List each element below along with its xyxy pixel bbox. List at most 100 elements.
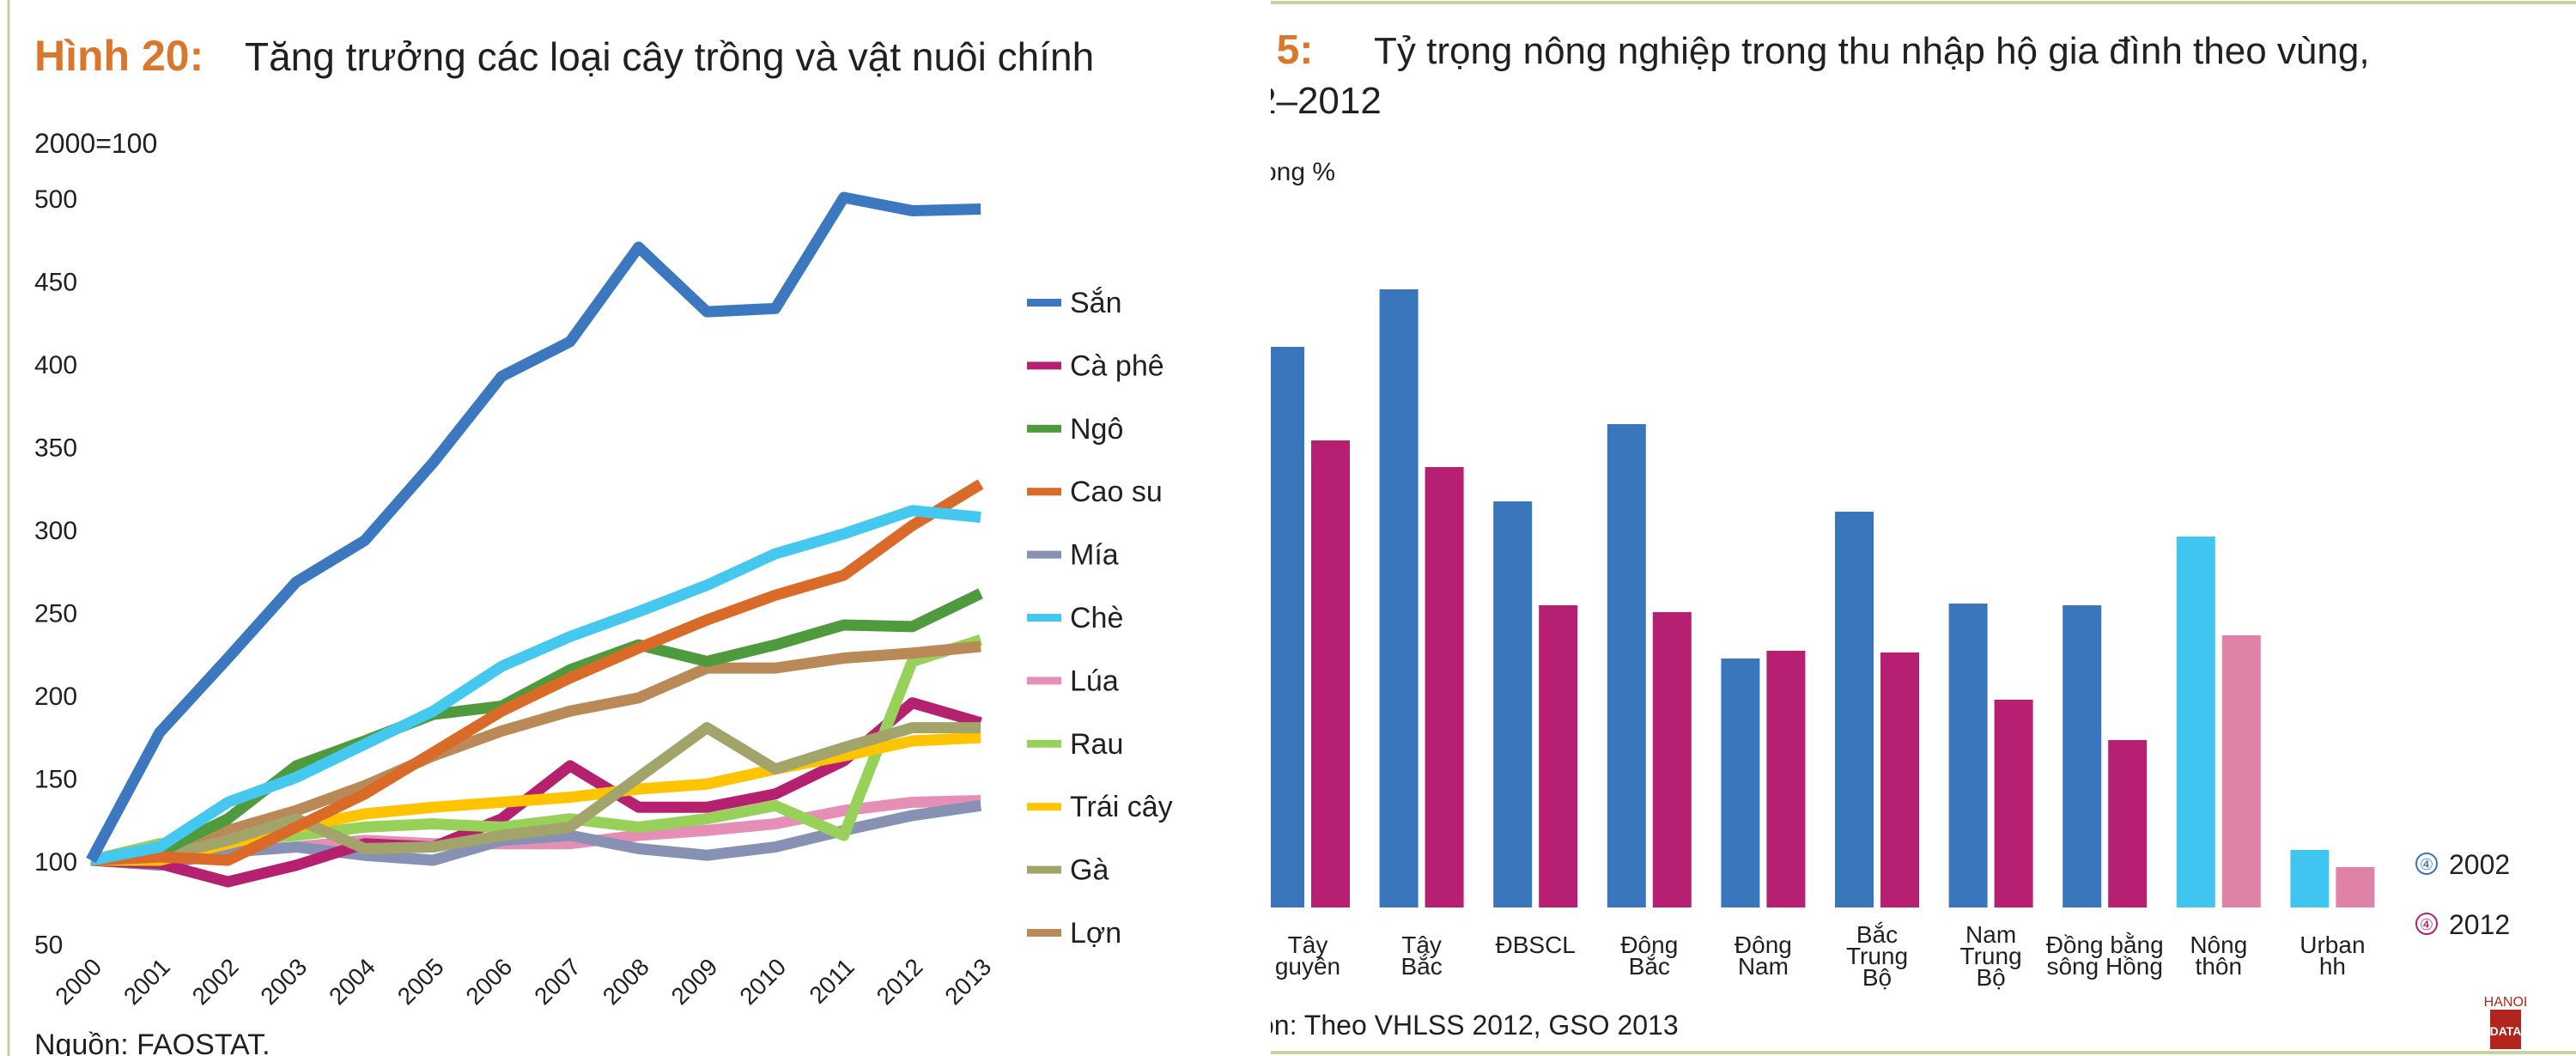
bar-2002-1 [1379,289,1419,907]
series-line-3 [90,479,984,866]
left-legend: Sắn Cà phê Ngô Cao su Mía Chè Lúa Rau Trái cây Gà… [1027,287,1173,950]
x-tick-label: 2005 [392,953,449,1010]
category-label: Bộ [1976,964,2005,991]
category-label: sông Hồng [2046,953,2162,980]
x-tick-label: 2006 [460,953,517,1010]
y-tick-label: 500 [34,185,77,214]
right-chart-title: Tỷ trọng nông nghiệp trong thu nhập hộ g… [1374,30,2370,72]
y-tick-label: 300 [34,517,77,545]
left-y-axis: 500 450 400 350 300 250 200 150 100 50 [34,185,77,960]
x-tick-label: 2010 [734,953,791,1010]
legend-label: Lợn [1070,917,1121,950]
logo-bottom-text: DATA [2490,1024,2522,1038]
legend-label: 2002 [2449,849,2510,880]
legend-label: Ngô [1070,413,1123,446]
legend-label: Cà phê [1070,349,1164,382]
legend-label: Mía [1070,539,1119,572]
y-tick-label: 400 [34,351,77,379]
right-y-unit-label: ong % [1262,158,1335,186]
legend-label: Gà [1070,854,1109,887]
x-tick-label: 2007 [529,953,586,1010]
bar-2002-9 [2290,850,2330,907]
bar-2002-0 [1271,347,1304,907]
legend-swatch [1027,361,1061,370]
left-figure-label: Hình 20: [34,32,204,80]
x-tick-label: 2000 [50,953,106,1010]
x-tick-label: 2004 [324,953,380,1010]
legend-swatch [1027,550,1061,559]
right-plot-area [1271,289,2375,907]
bar-2012-7 [2108,740,2148,907]
bar-2012-1 [1425,467,1464,907]
legend-label: 2012 [2449,909,2510,940]
category-label: Trung [1846,943,1908,969]
series-line-1 [90,697,982,888]
category-label: Nam [1738,953,1789,980]
category-label: Urban [2300,932,2365,958]
category-label: Bộ [1862,964,1892,991]
legend-label: Lúa [1070,665,1119,697]
left-chart-title: Tăng trưởng các loại cây trồng và vật nu… [245,34,1094,79]
legend-swatch [1027,865,1061,874]
legend-swatch [1027,614,1061,622]
bar-2002-6 [1948,604,1988,907]
category-label: Nam [1965,921,2016,948]
legend-label: Sắn [1070,287,1122,319]
logo-top-text: HANOI [2484,995,2528,1010]
bar-2012-4 [1766,651,1806,907]
x-tick-label: 2002 [187,953,244,1010]
y-tick-label: 450 [34,269,77,297]
legend-swatch [1027,424,1061,433]
right-legend: ④ 2002 ④ 2012 [2415,849,2510,940]
x-tick-label: 2001 [118,953,175,1010]
series-line-10 [89,640,981,866]
bar-2012-5 [1880,652,1919,907]
category-label: Đông [1620,932,1678,958]
category-label: thôn [2196,953,2243,980]
bar-2012-3 [1652,612,1692,907]
series-line-0 [86,191,981,864]
legend-swatch [1027,929,1061,937]
category-label: Đông [1735,932,1792,958]
bar-2002-4 [1721,658,1760,907]
bar-2002-8 [2176,537,2215,907]
legend-swatch [1027,803,1061,811]
y-tick-label: 150 [34,766,77,794]
bar-2012-8 [2221,635,2261,907]
category-label: guyên [1275,953,1340,980]
legend-label: Trái cây [1070,791,1173,823]
series-line-2 [90,588,983,866]
legend-label: Chè [1070,602,1123,634]
bar-2012-6 [1994,700,2033,907]
bar-2002-7 [2063,605,2102,907]
legend-marker: ④ [2420,856,2433,873]
legend-swatch [1027,739,1061,748]
legend-marker-icon [2415,853,2438,875]
x-tick-label: 2008 [598,953,654,1010]
legend-label: Cao su [1070,476,1163,508]
category-label: Nông [2190,932,2247,958]
legend-marker: ④ [2420,916,2433,933]
left-source: Nguồn: FAOSTAT. [34,1029,270,1056]
category-label: Tây [1401,932,1442,958]
right-figure-label: h 5: [1240,27,1313,73]
category-label: Bắc [1629,953,1670,980]
y-tick-label: 350 [34,434,77,463]
x-tick-label: 2009 [666,953,723,1010]
legend-swatch [1027,299,1061,306]
right-chart-title-line2: 2–2012 [1255,80,1382,122]
category-label: Đồng bằng [2046,932,2164,958]
category-label: hh [2319,953,2346,980]
bar-2012-9 [2336,867,2375,907]
series-line-9 [90,722,981,866]
x-tick-label: 2012 [872,953,928,1010]
y-tick-label: 200 [34,683,77,711]
bar-2002-3 [1607,424,1646,907]
bar-2002-5 [1835,512,1874,907]
legend-swatch [1027,488,1061,496]
left-x-axis: 2000 2001 2002 2003 2004 2005 2006 2007 2008 2009… [50,953,996,1010]
category-label: Tây [1288,932,1328,958]
y-tick-label: 100 [34,848,77,877]
